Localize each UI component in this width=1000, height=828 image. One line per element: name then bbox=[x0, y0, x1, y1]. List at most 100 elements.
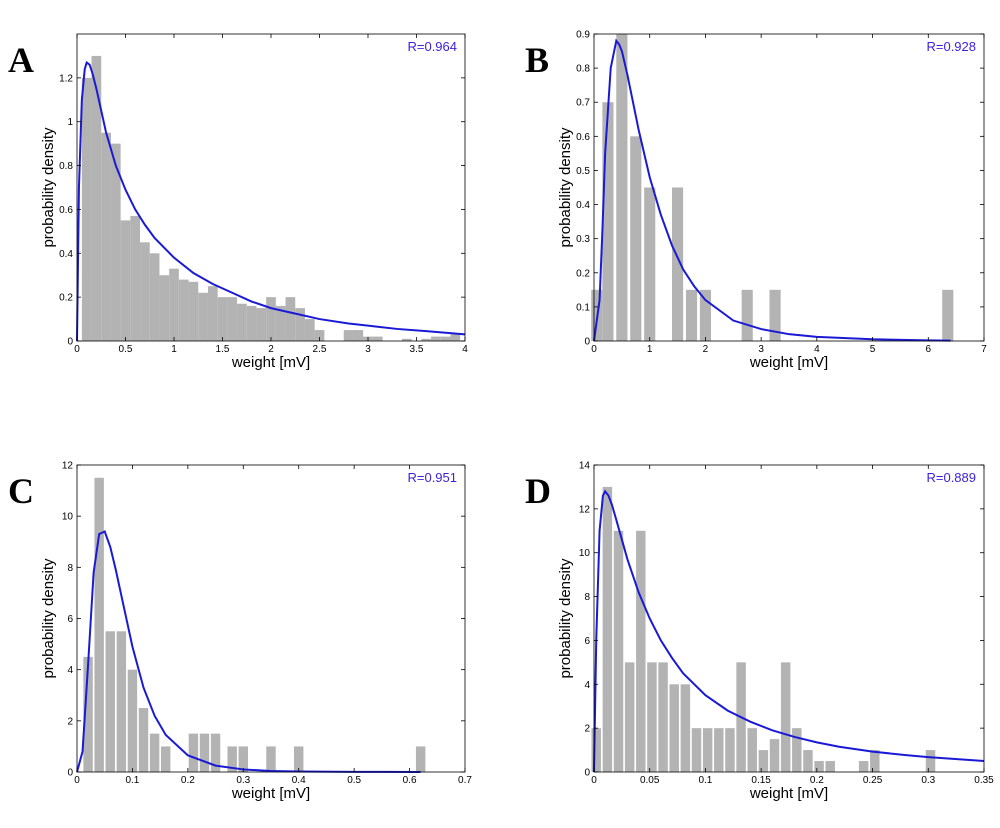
histogram-bar bbox=[91, 55, 102, 342]
histogram-bar bbox=[647, 662, 657, 772]
histogram-bar bbox=[644, 187, 656, 341]
y-tick-label: 4 bbox=[67, 665, 73, 676]
x-tick-label: 0.5 bbox=[347, 775, 361, 786]
x-tick-label: 1 bbox=[171, 344, 177, 355]
x-tick-label: 0 bbox=[74, 344, 80, 355]
x-axis-label: weight [mV] bbox=[749, 354, 828, 371]
x-tick-label: 0.6 bbox=[403, 775, 417, 786]
histogram-bar bbox=[747, 728, 757, 772]
histogram-bar bbox=[149, 253, 160, 341]
y-tick-label: 14 bbox=[579, 461, 591, 472]
y-tick-label: 8 bbox=[584, 592, 590, 603]
y-tick-label: 10 bbox=[62, 512, 74, 523]
histogram-bar bbox=[138, 708, 149, 772]
histogram-bar bbox=[825, 761, 835, 772]
x-tick-label: 3 bbox=[365, 344, 371, 355]
y-tick-label: 0.6 bbox=[576, 132, 590, 143]
y-tick-label: 2 bbox=[584, 724, 590, 735]
x-tick-label: 1 bbox=[647, 344, 653, 355]
y-axis-label: probability density bbox=[557, 558, 574, 679]
y-tick-label: 0.2 bbox=[576, 268, 590, 279]
histogram-bar bbox=[294, 746, 304, 772]
histogram-bar bbox=[304, 319, 315, 341]
y-axis-label: probability density bbox=[40, 558, 57, 679]
correlation-annotation: R=0.964 bbox=[407, 39, 457, 54]
histogram-bar bbox=[421, 338, 432, 341]
x-tick-label: 0 bbox=[591, 775, 597, 786]
histogram-bar bbox=[450, 334, 461, 341]
y-tick-label: 0.8 bbox=[59, 161, 73, 172]
histogram-bar bbox=[227, 297, 238, 341]
histogram-bar bbox=[658, 662, 668, 772]
histogram-bar bbox=[431, 336, 441, 341]
histogram-bar bbox=[207, 286, 218, 341]
fit-curve bbox=[76, 60, 466, 342]
histogram-bar bbox=[199, 733, 210, 773]
x-axis-label: weight [mV] bbox=[231, 354, 310, 371]
y-tick-label: 0.5 bbox=[576, 166, 590, 177]
histogram-bar bbox=[691, 728, 702, 772]
panel-letter: C bbox=[8, 471, 34, 511]
chart-panel-c: C 0 0.1 0.2 0.3 0.4 0.5 0.6 0.7 0 2 4 6 8 10 12 weight [… bbox=[8, 461, 472, 803]
y-tick-label: 0 bbox=[67, 337, 73, 348]
histogram-bar bbox=[169, 268, 179, 341]
fit-curve bbox=[593, 489, 985, 773]
histogram-bar bbox=[814, 761, 824, 772]
histogram-bar bbox=[925, 750, 936, 772]
x-tick-label: 0.1 bbox=[125, 775, 139, 786]
x-tick-label: 0.35 bbox=[974, 775, 994, 786]
histogram-bar bbox=[702, 728, 713, 772]
histogram-bar bbox=[127, 669, 138, 772]
y-tick-label: 0.2 bbox=[59, 293, 73, 304]
histogram-bar bbox=[238, 746, 248, 772]
histogram-bar bbox=[685, 289, 698, 341]
histogram-bar bbox=[725, 728, 735, 772]
histogram-bar bbox=[353, 330, 364, 341]
x-tick-label: 0.7 bbox=[458, 775, 472, 786]
histogram-bar bbox=[266, 297, 276, 341]
x-tick-label: 2.5 bbox=[313, 344, 327, 355]
histogram-bar bbox=[741, 289, 753, 341]
y-tick-label: 0.4 bbox=[576, 200, 590, 211]
histogram-bar bbox=[140, 242, 150, 341]
histogram-bar bbox=[160, 746, 171, 772]
histogram-bar bbox=[792, 728, 802, 772]
x-tick-label: 3.5 bbox=[410, 344, 424, 355]
histogram-bar bbox=[803, 750, 813, 772]
y-tick-label: 10 bbox=[579, 548, 591, 559]
x-tick-label: 5 bbox=[870, 344, 876, 355]
histogram-bar bbox=[616, 34, 628, 341]
histogram-bar bbox=[81, 77, 92, 342]
histogram-bar bbox=[101, 132, 111, 341]
histogram-bar bbox=[105, 631, 115, 772]
panel-letter: D bbox=[525, 471, 551, 511]
histogram-bar bbox=[210, 733, 221, 773]
histogram-bar bbox=[942, 289, 954, 341]
histogram-bar bbox=[672, 187, 684, 341]
histogram-bar bbox=[116, 631, 127, 772]
y-tick-label: 0.6 bbox=[59, 205, 73, 216]
x-tick-label: 0.3 bbox=[236, 775, 250, 786]
y-tick-label: 2 bbox=[67, 716, 73, 727]
fit-curve bbox=[76, 530, 421, 773]
histogram-bar bbox=[858, 761, 869, 772]
histogram-bar bbox=[769, 739, 780, 772]
histogram-bar bbox=[758, 750, 769, 772]
histogram-bar bbox=[714, 728, 724, 772]
y-tick-label: 0.7 bbox=[576, 98, 590, 109]
x-axis-label: weight [mV] bbox=[749, 785, 828, 802]
x-tick-label: 7 bbox=[981, 344, 987, 355]
histogram-bar bbox=[401, 338, 412, 341]
x-tick-label: 4 bbox=[462, 344, 468, 355]
y-tick-label: 4 bbox=[584, 680, 590, 691]
histogram-bar bbox=[120, 220, 131, 341]
histogram-bar bbox=[624, 662, 635, 772]
chart-panel-d: D 0 0.05 0.1 0.15 0.2 0.25 0.3 0.35 0 2 4 6 8 10 12 14 we… bbox=[525, 461, 994, 803]
panel-letter: A bbox=[8, 40, 34, 80]
axes-frame bbox=[593, 464, 985, 773]
y-tick-label: 12 bbox=[579, 504, 591, 515]
x-tick-label: 0.2 bbox=[810, 775, 824, 786]
correlation-annotation: R=0.951 bbox=[407, 470, 457, 485]
histogram-bar bbox=[314, 330, 325, 341]
